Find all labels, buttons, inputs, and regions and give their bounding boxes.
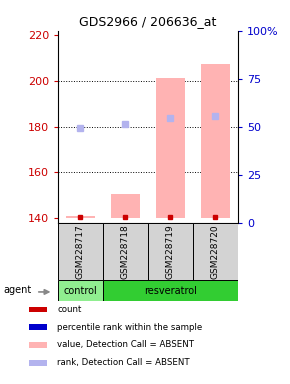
Bar	[156, 78, 185, 218]
Bar	[148, 223, 193, 280]
Bar	[29, 307, 47, 312]
Bar	[29, 342, 47, 348]
Bar	[58, 223, 103, 280]
Bar	[103, 280, 238, 301]
Text: percentile rank within the sample: percentile rank within the sample	[57, 323, 202, 332]
Text: control: control	[64, 286, 97, 296]
Bar	[201, 64, 230, 218]
Bar	[103, 223, 148, 280]
Text: GSM228719: GSM228719	[166, 224, 175, 279]
Text: resveratrol: resveratrol	[144, 286, 197, 296]
Title: GDS2966 / 206636_at: GDS2966 / 206636_at	[79, 15, 217, 28]
Text: agent: agent	[3, 285, 31, 295]
Text: GSM228717: GSM228717	[76, 224, 85, 279]
Text: rank, Detection Call = ABSENT: rank, Detection Call = ABSENT	[57, 358, 190, 367]
Bar	[193, 223, 238, 280]
Text: count: count	[57, 305, 81, 314]
Bar	[29, 360, 47, 366]
Text: GSM228718: GSM228718	[121, 224, 130, 279]
Bar	[66, 216, 95, 218]
Bar	[111, 194, 140, 218]
Bar	[58, 280, 103, 301]
Text: value, Detection Call = ABSENT: value, Detection Call = ABSENT	[57, 341, 194, 349]
Bar	[29, 324, 47, 330]
Text: GSM228720: GSM228720	[211, 224, 220, 279]
